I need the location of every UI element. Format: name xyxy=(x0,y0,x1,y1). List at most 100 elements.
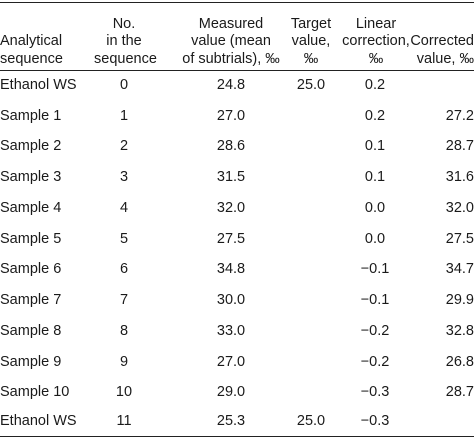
header-corrected-line-2: value, ‰ xyxy=(416,50,474,67)
table-row: Sample 5 5 27.5 0.0 27.5 xyxy=(0,224,474,254)
cell-sequence: Sample 9 xyxy=(0,354,62,370)
table-row: Sample 6 6 34.8 −0.1 34.7 xyxy=(0,254,474,284)
cell-sequence: Sample 5 xyxy=(0,231,62,247)
cell-corrected: 28.7 xyxy=(445,384,474,400)
cell-linear: 0.0 xyxy=(364,231,386,247)
table-row: Sample 7 7 30.0 −0.1 29.9 xyxy=(0,285,474,315)
cell-target xyxy=(282,101,340,131)
table-row: Sample 2 2 28.6 0.1 28.7 xyxy=(0,131,474,161)
cell-number: 6 xyxy=(119,261,129,277)
cell-measured: 27.5 xyxy=(216,231,246,247)
cell-target: 25.0 xyxy=(296,413,326,429)
header-corrected: Corrected value, ‰ xyxy=(406,4,474,68)
cell-number: 3 xyxy=(119,169,129,185)
table-row: Sample 8 8 33.0 −0.2 32.8 xyxy=(0,316,474,346)
cell-measured: 32.0 xyxy=(216,200,246,216)
cell-number: 9 xyxy=(119,354,129,370)
table-row: Sample 1 1 27.0 0.2 27.2 xyxy=(0,101,474,131)
header-linear: Linear correction, ‰ xyxy=(338,4,414,68)
cell-target xyxy=(282,162,340,192)
cell-target xyxy=(282,285,340,315)
cell-measured: 27.0 xyxy=(216,354,246,370)
cell-measured: 28.6 xyxy=(216,138,246,154)
cell-target xyxy=(282,131,340,161)
cell-measured: 29.0 xyxy=(216,384,246,400)
table-row: Sample 10 10 29.0 −0.3 28.7 xyxy=(0,377,474,407)
cell-linear: −0.1 xyxy=(360,292,390,308)
cell-target xyxy=(282,377,340,407)
cell-target xyxy=(282,347,340,377)
cell-measured: 33.0 xyxy=(216,323,246,339)
cell-linear: 0.2 xyxy=(364,77,386,93)
cell-linear: 0.0 xyxy=(364,200,386,216)
header-number-line-3: sequence xyxy=(94,50,157,67)
cell-linear: 0.2 xyxy=(364,108,386,124)
header-rule xyxy=(0,70,474,71)
header-target-line-1: Target xyxy=(290,15,332,32)
table-row: Ethanol WS 0 24.8 25.0 0.2 xyxy=(0,70,474,100)
header-sequence-line-2: sequence xyxy=(0,50,63,67)
cell-linear: 0.1 xyxy=(364,138,386,154)
cell-measured: 24.8 xyxy=(216,77,246,93)
cell-linear: −0.3 xyxy=(360,413,390,429)
cell-number: 8 xyxy=(119,323,129,339)
table-row: Sample 9 9 27.0 −0.2 26.8 xyxy=(0,347,474,377)
header-measured-line-1: Measured xyxy=(198,15,264,32)
header-target-line-2: value, xyxy=(291,33,331,49)
cell-measured: 25.3 xyxy=(216,413,246,429)
cell-number: 5 xyxy=(119,231,129,247)
cell-number: 4 xyxy=(119,200,129,216)
cell-sequence: Sample 6 xyxy=(0,261,62,277)
cell-sequence: Sample 3 xyxy=(0,169,62,185)
cell-corrected: 27.2 xyxy=(445,108,474,124)
cell-number: 1 xyxy=(119,108,129,124)
header-linear-line-2: correction, xyxy=(342,33,410,49)
cell-sequence: Sample 1 xyxy=(0,108,62,124)
top-rule xyxy=(0,2,474,3)
cell-number: 2 xyxy=(119,138,129,154)
table-row: Sample 4 4 32.0 0.0 32.0 xyxy=(0,193,474,223)
header-measured: Measured value (mean of subtrials), ‰ xyxy=(170,4,292,68)
header-measured-line-3: of subtrials), ‰ xyxy=(182,50,280,67)
table-row: Sample 3 3 31.5 0.1 31.6 xyxy=(0,162,474,192)
cell-linear: −0.3 xyxy=(360,384,390,400)
cell-target xyxy=(282,193,340,223)
cell-corrected: 31.6 xyxy=(445,169,474,185)
header-linear-line-3: ‰ xyxy=(368,50,384,67)
header-linear-line-1: Linear xyxy=(355,15,397,32)
cell-linear: −0.1 xyxy=(360,261,390,277)
header-sequence: Analytical sequence xyxy=(0,4,100,68)
cell-target: 25.0 xyxy=(296,77,326,93)
cell-corrected: 34.7 xyxy=(445,261,474,277)
cell-measured: 34.8 xyxy=(216,261,246,277)
cell-corrected: 28.7 xyxy=(445,138,474,154)
cell-sequence: Sample 2 xyxy=(0,138,62,154)
header-measured-line-2: value (mean xyxy=(191,33,271,49)
header-target-line-3: ‰ xyxy=(303,50,319,67)
bottom-rule xyxy=(0,436,474,437)
cell-sequence: Ethanol WS xyxy=(0,413,77,429)
header-sequence-line-1: Analytical xyxy=(0,33,63,49)
cell-sequence: Sample 10 xyxy=(0,384,70,400)
cell-linear: −0.2 xyxy=(360,354,390,370)
cell-number: 7 xyxy=(119,292,129,308)
table-row: Ethanol WS 11 25.3 25.0 −0.3 xyxy=(0,406,474,436)
header-number-line-1: No. xyxy=(112,15,136,32)
cell-target xyxy=(282,224,340,254)
cell-corrected: 32.8 xyxy=(445,323,474,339)
cell-corrected: 26.8 xyxy=(445,354,474,370)
cell-corrected xyxy=(416,406,474,436)
cell-corrected: 27.5 xyxy=(445,231,474,247)
cell-linear: −0.2 xyxy=(360,323,390,339)
cell-corrected xyxy=(416,70,474,100)
cell-sequence: Ethanol WS xyxy=(0,77,77,93)
cell-measured: 31.5 xyxy=(216,169,246,185)
cell-number: 11 xyxy=(116,413,132,429)
cell-measured: 30.0 xyxy=(216,292,246,308)
cell-sequence: Sample 7 xyxy=(0,292,62,308)
cell-corrected: 29.9 xyxy=(445,292,474,308)
cell-sequence: Sample 8 xyxy=(0,323,62,339)
cell-number: 10 xyxy=(115,384,133,400)
cell-target xyxy=(282,316,340,346)
